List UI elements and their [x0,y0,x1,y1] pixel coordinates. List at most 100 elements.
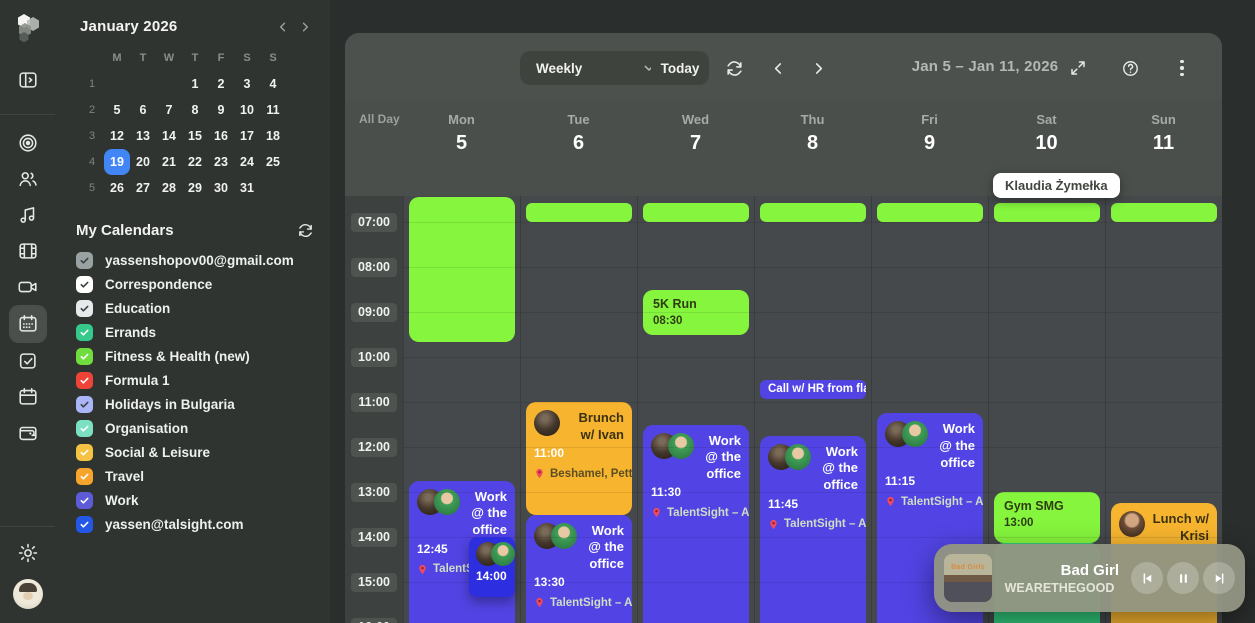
mini-day-18[interactable]: 18 [266,129,280,143]
settings-gear-icon[interactable] [9,535,47,571]
calendars-refresh-icon[interactable] [297,222,314,239]
mini-day-16[interactable]: 16 [214,129,228,143]
mini-day-5[interactable]: 5 [113,103,121,117]
event-brunch-w-ivan[interactable]: Brunch w/ Ivan 11:00 Beshamel, Pett... [526,402,632,515]
day-column-thu[interactable]: Call w/ HR from fla... Work @ the office 1… [754,196,871,623]
day-column-wed[interactable]: 5K Run 08:30 Work @ the office 11:30 TalentS… [637,196,754,623]
previous-track-button[interactable] [1131,562,1163,594]
event-green-block[interactable] [877,203,983,222]
kebab-menu-icon[interactable] [1170,56,1194,80]
mini-day-15[interactable]: 15 [188,129,202,143]
tasks-icon[interactable] [9,343,47,379]
today-button[interactable]: Today [651,51,709,85]
mini-day-23[interactable]: 23 [214,155,228,169]
event-green-block[interactable] [526,203,632,222]
calendar-checkbox[interactable] [76,419,93,437]
mini-day-2[interactable]: 2 [217,77,225,91]
calendar-checkbox[interactable] [76,491,93,509]
wallet-icon[interactable] [9,415,47,451]
next-week-icon[interactable] [806,56,830,80]
day-column-tue[interactable]: Brunch w/ Ivan 11:00 Beshamel, Pett... Work… [520,196,637,623]
people-icon[interactable] [9,161,47,197]
next-track-button[interactable] [1203,562,1235,594]
mini-day-3[interactable]: 3 [243,77,251,91]
event-call-w-hr-from-fla[interactable]: Call w/ HR from fla... [760,379,866,399]
calendar-checkbox[interactable] [76,251,93,269]
prev-week-icon[interactable] [766,56,790,80]
user-avatar[interactable] [12,579,43,609]
event-green-block[interactable] [643,203,749,222]
mini-day-1[interactable]: 1 [191,77,199,91]
mini-day-29[interactable]: 29 [188,181,202,195]
calendar-list-item[interactable]: Organisation [76,416,314,440]
mini-day-6[interactable]: 6 [139,103,147,117]
calendar-checkbox[interactable] [76,467,93,485]
expand-icon[interactable] [1066,56,1090,80]
event-work-the-office[interactable]: Work @ the office 11:45 TalentSight – A... [760,435,866,623]
calendar-checkbox[interactable] [76,395,93,413]
mini-day-9[interactable]: 9 [217,103,225,117]
day-header-mon[interactable]: Mon 5 [403,100,520,196]
calendar-list-item[interactable]: Correspondence [76,272,314,296]
refresh-icon[interactable] [722,56,746,80]
day-column-mon[interactable]: Work @ the office 12:45 TalentS 14:00 [403,196,520,623]
calendar-list-item[interactable]: yassenshopov00@gmail.com [76,248,314,272]
event-green-block[interactable] [760,203,866,222]
calendar-list-item[interactable]: Travel [76,464,314,488]
pause-button[interactable] [1167,562,1199,594]
calendar-list-item[interactable]: Work [76,488,314,512]
day-header-sat[interactable]: Sat 10 [988,100,1105,196]
calendar-list-item[interactable]: Holidays in Bulgaria [76,392,314,416]
day-header-fri[interactable]: Fri 9 [871,100,988,196]
mini-next-month-button[interactable] [298,20,312,34]
mini-day-13[interactable]: 13 [136,129,150,143]
mini-day-22[interactable]: 22 [188,155,202,169]
focus-target-icon[interactable] [9,125,47,161]
video-camera-icon[interactable] [9,269,47,305]
mini-day-10[interactable]: 10 [240,103,254,117]
mini-day-7[interactable]: 7 [165,103,173,117]
mini-prev-month-button[interactable] [276,20,290,34]
event-gym-smg[interactable]: Gym SMG 13:00 [994,492,1100,543]
sidebar-toggle-icon[interactable] [9,62,47,98]
day-header-thu[interactable]: Thu 8 [754,100,871,196]
mini-day-19[interactable]: 19 [104,149,130,175]
event-work-the-office[interactable]: Work @ the office 11:30 TalentSight – A... [643,424,749,623]
calendar-list-item[interactable]: Education [76,296,314,320]
film-icon[interactable] [9,233,47,269]
mini-day-11[interactable]: 11 [266,103,280,117]
event-work-the-office[interactable]: Work @ the office 13:30 TalentSight – A... [526,514,632,623]
planner-icon[interactable] [9,379,47,415]
mini-day-25[interactable]: 25 [266,155,280,169]
calendar-checkbox[interactable] [76,323,93,341]
event-green-block[interactable] [994,203,1100,222]
calendar-checkbox[interactable] [76,299,93,317]
help-icon[interactable] [1118,56,1142,80]
mini-day-30[interactable]: 30 [214,181,228,195]
calendar-list-item[interactable]: Fitness & Health (new) [76,344,314,368]
calendar-checkbox[interactable] [76,275,93,293]
mini-day-28[interactable]: 28 [162,181,176,195]
day-header-sun[interactable]: Sun 11 [1105,100,1222,196]
event-green-block[interactable] [1111,203,1217,222]
mini-day-31[interactable]: 31 [240,181,254,195]
mini-day-20[interactable]: 20 [136,155,150,169]
mini-day-27[interactable]: 27 [136,181,150,195]
event-blue-block[interactable]: 14:00 [468,537,515,597]
calendar-list-item[interactable]: yassen@talsight.com [76,512,314,536]
calendar-checkbox[interactable] [76,347,93,365]
mini-day-8[interactable]: 8 [191,103,199,117]
calendar-checkbox[interactable] [76,371,93,389]
mini-day-26[interactable]: 26 [110,181,124,195]
event-green-block[interactable] [409,196,515,342]
calendar-list-item[interactable]: Errands [76,320,314,344]
day-header-tue[interactable]: Tue 6 [520,100,637,196]
calendar-checkbox[interactable] [76,443,93,461]
calendar-list-item[interactable]: Formula 1 [76,368,314,392]
event-5k-run[interactable]: 5K Run 08:30 [643,289,749,335]
mini-day-4[interactable]: 4 [269,77,277,91]
mini-day-14[interactable]: 14 [162,129,176,143]
calendar-icon[interactable] [8,305,47,343]
calendar-checkbox[interactable] [76,515,93,533]
view-select[interactable]: Weekly [520,51,667,85]
